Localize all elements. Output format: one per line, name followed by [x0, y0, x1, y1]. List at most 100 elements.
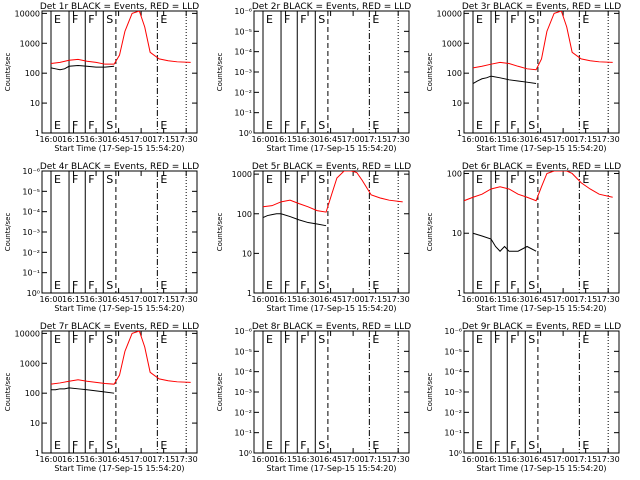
- x-axis-label: Start Time (17-Sep-15 15:54:20): [54, 144, 184, 153]
- panel-title: Det 9r BLACK = Events, RED = LLD: [462, 322, 621, 332]
- x-axis-label: Start Time (17-Sep-15 15:54:20): [476, 464, 606, 473]
- x-tick-label: 17:15: [364, 295, 387, 304]
- x-tick-label: 16:15: [484, 455, 507, 464]
- x-tick-label: 17:00: [130, 135, 153, 144]
- panel-title: Det 3r BLACK = Events, RED = LLD: [462, 2, 621, 12]
- event-marker-label-top: E: [54, 173, 61, 186]
- y-tick-label: 1: [457, 129, 462, 138]
- event-marker-label-bottom: S: [528, 279, 535, 292]
- y-tick-label: 10⁻²: [22, 248, 40, 257]
- x-tick-label: 17:30: [387, 135, 410, 144]
- event-marker-label-top: E: [582, 333, 589, 346]
- x-tick-label: 16:45: [319, 455, 342, 464]
- event-marker-label-top: F: [300, 333, 306, 346]
- y-axis-label: Counts/sec: [216, 373, 224, 412]
- y-tick-label: 10⁻⁵: [234, 27, 252, 36]
- plot-frame: [463, 10, 620, 134]
- y-axis-label: Counts/sec: [426, 53, 434, 92]
- y-tick-label: 1000: [232, 170, 252, 179]
- y-tick-label: 10⁻³: [22, 228, 40, 237]
- event-marker-label-top: E: [582, 173, 589, 186]
- detector-panel: Det 5r BLACK = Events, RED = LLD 1 10 100 10…: [216, 162, 411, 313]
- event-marker-label-top: S: [106, 173, 113, 186]
- event-marker-label-bottom: F: [300, 279, 306, 292]
- y-tick-label: 1000: [442, 39, 462, 48]
- x-tick-label: 17:15: [152, 295, 175, 304]
- panel-title: Det 1r BLACK = Events, RED = LLD: [40, 2, 199, 12]
- panel-title: Det 6r BLACK = Events, RED = LLD: [462, 162, 621, 172]
- event-marker-label-bottom: E: [266, 439, 273, 452]
- plot-frame: [41, 10, 198, 134]
- x-tick-label: 17:00: [342, 295, 365, 304]
- plot-frame: [41, 170, 198, 294]
- x-tick-label: 16:00: [39, 135, 62, 144]
- panel-title: Det 8r BLACK = Events, RED = LLD: [252, 322, 411, 332]
- plot-frame: [253, 10, 410, 134]
- x-axis-label: Start Time (17-Sep-15 15:54:20): [54, 304, 184, 313]
- event-marker-label-top: S: [528, 333, 535, 346]
- y-tick-label: 10: [452, 229, 462, 238]
- y-tick-label: 100: [447, 69, 462, 78]
- x-tick-label: 16:30: [297, 295, 320, 304]
- event-marker-label-bottom: F: [510, 279, 516, 292]
- y-tick-label: 10⁻³: [234, 68, 252, 77]
- event-marker-label-top: E: [476, 13, 483, 26]
- plot-frame: [463, 330, 620, 454]
- event-marker-label-bottom: E: [582, 439, 589, 452]
- lld-rate-line: [464, 171, 613, 202]
- y-tick-label: 1: [35, 449, 40, 458]
- x-tick-label: 16:15: [274, 135, 297, 144]
- x-tick-label: 17:00: [552, 295, 575, 304]
- event-marker-label-bottom: F: [300, 439, 306, 452]
- event-marker-label-bottom: F: [494, 119, 500, 132]
- y-tick-label: 10000: [15, 9, 40, 18]
- event-marker-label-top: F: [494, 13, 500, 26]
- x-tick-label: 17:30: [597, 295, 620, 304]
- event-marker-label-bottom: S: [106, 119, 113, 132]
- event-marker-label-top: F: [510, 173, 516, 186]
- events-rate-line: [472, 232, 537, 252]
- detector-panel: Det 6r BLACK = Events, RED = LLD 1 10 100 Co…: [426, 162, 621, 313]
- event-marker-label-top: E: [54, 13, 61, 26]
- event-marker-label-top: E: [160, 13, 167, 26]
- x-tick-label: 17:00: [130, 295, 153, 304]
- x-tick-label: 16:15: [484, 135, 507, 144]
- x-tick-label: 17:00: [552, 135, 575, 144]
- x-tick-label: 16:30: [297, 455, 320, 464]
- x-tick-label: 17:30: [175, 295, 198, 304]
- event-marker-label-top: S: [106, 13, 113, 26]
- event-marker-label-top: E: [266, 13, 273, 26]
- detector-panel: Det 3r BLACK = Events, RED = LLD 1 10 100 10…: [426, 2, 621, 153]
- y-tick-label: 10⁻¹: [234, 429, 252, 438]
- event-marker-label-bottom: F: [284, 439, 290, 452]
- detector-panel: Det 7r BLACK = Events, RED = LLD 1 10 100 10…: [4, 322, 199, 473]
- event-marker-label-top: S: [528, 13, 535, 26]
- event-marker-label-bottom: F: [510, 119, 516, 132]
- event-marker-label-top: E: [266, 333, 273, 346]
- event-marker-label-bottom: E: [372, 119, 379, 132]
- y-tick-label: 10⁻⁶: [22, 167, 40, 176]
- event-marker-label-top: F: [88, 173, 94, 186]
- x-axis-label: Start Time (17-Sep-15 15:54:20): [266, 144, 396, 153]
- x-tick-label: 17:15: [364, 455, 387, 464]
- y-tick-label: 10⁻²: [444, 408, 462, 417]
- x-tick-label: 16:45: [529, 295, 552, 304]
- y-tick-label: 10⁻⁴: [22, 208, 40, 217]
- y-tick-label: 1000: [20, 359, 40, 368]
- event-marker-label-top: S: [106, 333, 113, 346]
- y-tick-label: 10⁻²: [234, 88, 252, 97]
- x-tick-label: 17:30: [175, 455, 198, 464]
- event-marker-label-bottom: E: [54, 279, 61, 292]
- x-tick-label: 17:30: [175, 135, 198, 144]
- x-tick-label: 16:15: [62, 135, 85, 144]
- event-marker-label-bottom: F: [88, 439, 94, 452]
- event-marker-label-top: E: [160, 333, 167, 346]
- event-marker-label-bottom: S: [318, 439, 325, 452]
- x-tick-label: 17:30: [597, 455, 620, 464]
- event-marker-label-top: F: [72, 13, 78, 26]
- x-tick-label: 16:45: [107, 455, 130, 464]
- x-tick-label: 16:45: [529, 135, 552, 144]
- event-marker-label-top: F: [284, 333, 290, 346]
- x-axis-label: Start Time (17-Sep-15 15:54:20): [476, 304, 606, 313]
